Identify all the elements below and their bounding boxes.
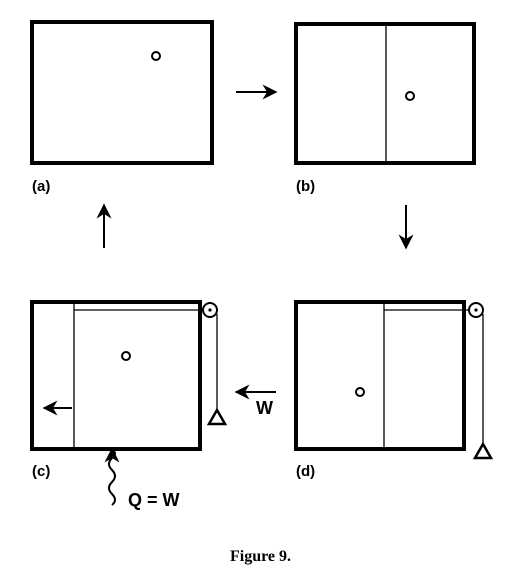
panel-c — [32, 302, 225, 505]
panel-d-label: (d) — [296, 463, 315, 480]
panel-d-pulley-pin — [474, 308, 477, 311]
panel-a-gas-dot — [152, 52, 160, 60]
panel-b-gas-dot — [406, 92, 414, 100]
panel-d-box — [296, 302, 464, 449]
panel-b-box — [296, 24, 474, 163]
arrow-d-to-c-label: W — [256, 398, 273, 419]
panel-c-gas-dot — [122, 352, 130, 360]
panel-a — [32, 22, 212, 163]
panel-b — [296, 24, 474, 163]
panel-c-heat-squiggle — [109, 450, 115, 505]
panel-c-weight-icon — [209, 410, 225, 424]
panel-b-label: (b) — [296, 178, 315, 195]
panel-d-gas-dot — [356, 388, 364, 396]
panel-c-box — [32, 302, 200, 449]
panel-a-label: (a) — [32, 178, 50, 195]
panel-a-box — [32, 22, 212, 163]
figure-9-container: (a) (b) (c) (d) W Q = W Figure 9. — [0, 0, 521, 575]
panel-c-heat-label: Q = W — [128, 490, 180, 511]
figure-9-svg — [0, 0, 521, 575]
panel-c-label: (c) — [32, 463, 50, 480]
panel-d-weight-icon — [475, 444, 491, 458]
panel-d — [296, 302, 491, 458]
panel-c-pulley-pin — [208, 308, 211, 311]
figure-caption: Figure 9. — [0, 548, 521, 566]
